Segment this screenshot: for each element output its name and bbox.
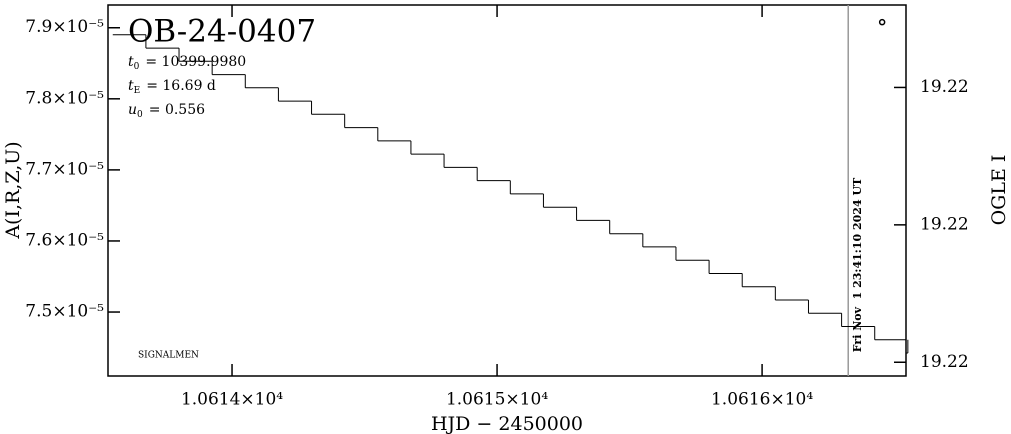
- parameter-text: = 10399.9980: [145, 54, 246, 70]
- x-tick-label: 1.0616×10⁴: [711, 390, 813, 410]
- parameter-subscript: 0: [137, 110, 143, 120]
- timestamp: Fri Nov 1 23:41:10 2024 UT: [851, 177, 864, 352]
- y2-tick-label: 19.22: [920, 352, 969, 372]
- parameter-text: = 16.69 d: [146, 78, 216, 94]
- data-point: [878, 18, 886, 26]
- parameter: t0 = 10399.9980: [128, 54, 246, 72]
- parameter-text: = 0.556: [149, 102, 205, 118]
- y-tick-label: 7.5×10⁻⁵: [25, 302, 104, 322]
- y-tick-label: 7.7×10⁻⁵: [25, 159, 104, 179]
- parameter: u0 = 0.556: [128, 102, 205, 120]
- y-tick-label: 7.8×10⁻⁵: [25, 88, 104, 108]
- x-tick-label: 1.0614×10⁴: [181, 390, 283, 410]
- y2-tick-label: 19.22: [920, 214, 969, 234]
- x-axis-label: HJD − 2450000: [431, 413, 583, 434]
- parameter-subscript: E: [134, 86, 141, 96]
- y-axis-label: A(I,R,Z,U): [2, 141, 24, 239]
- parameter-subscript: 0: [134, 62, 140, 72]
- parameter: tE = 16.69 d: [128, 78, 216, 96]
- x-tick-label: 1.0615×10⁴: [446, 390, 548, 410]
- chart-title: OB-24-0407: [128, 14, 316, 50]
- y-tick-label: 7.6×10⁻⁵: [25, 230, 104, 250]
- parameter-symbol: t: [128, 78, 134, 94]
- y2-tick-label: 19.22: [920, 77, 969, 97]
- parameter-symbol: t: [128, 54, 134, 70]
- parameter-symbol: u: [128, 102, 137, 118]
- y-tick-label: 7.9×10⁻⁵: [25, 17, 104, 37]
- credit: SIGNALMEN: [138, 351, 199, 361]
- plot-frame: [107, 4, 907, 377]
- y2-axis-label: OGLE I: [988, 155, 1010, 226]
